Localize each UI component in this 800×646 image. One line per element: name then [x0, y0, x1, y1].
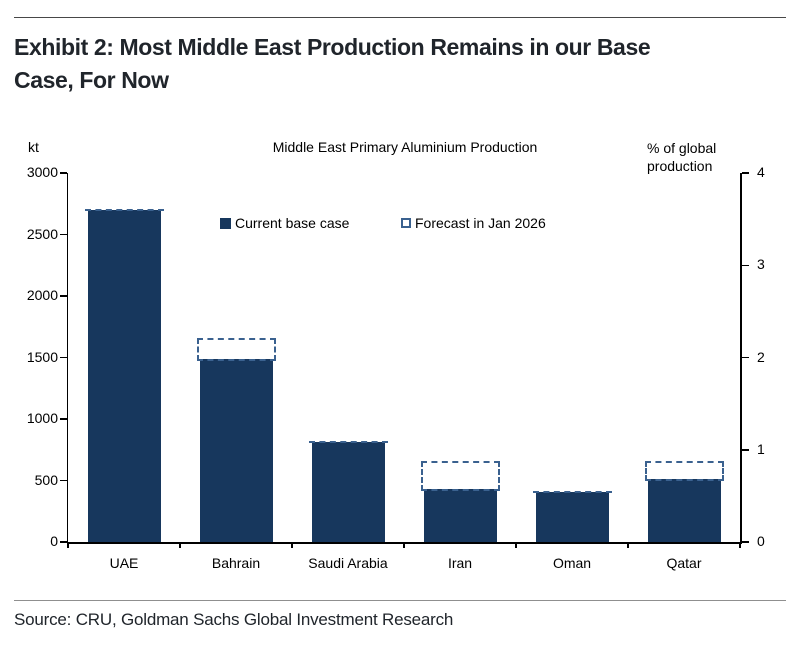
y-axis-left-tick — [60, 418, 67, 420]
y-axis-left-tick-label: 0 — [50, 533, 58, 549]
y-axis-right-tick — [741, 356, 749, 359]
x-axis-category-label: Oman — [552, 555, 592, 571]
forecast-box-bahrain — [196, 337, 276, 361]
source-attribution: Source: CRU, Goldman Sachs Global Invest… — [14, 610, 454, 629]
y-axis-left-tick-label: 2500 — [26, 225, 58, 242]
x-axis-tick — [515, 542, 517, 548]
x-axis-tick — [627, 542, 629, 548]
y-axis-left-tick-label: 3000 — [26, 164, 58, 180]
x-axis-tick — [403, 542, 405, 548]
y-axis-left-tick — [60, 541, 67, 543]
bar-qatar — [647, 478, 721, 542]
y-axis-right — [740, 173, 742, 542]
legend-item-forecast: Forecast in Jan 2026 — [401, 215, 546, 231]
top-divider — [14, 17, 786, 18]
y-axis-left-tick — [60, 479, 67, 482]
x-axis-category-label: Qatar — [666, 555, 702, 571]
left-axis-unit-label: kt — [28, 139, 39, 155]
y-axis-left-tick-label: 500 — [34, 471, 58, 488]
bar-oman — [535, 492, 609, 542]
legend-label: Forecast in Jan 2026 — [415, 215, 546, 231]
y-axis-left-tick — [60, 356, 67, 359]
x-axis-category-label: Saudi Arabia — [308, 555, 388, 571]
y-axis-right-tick — [741, 264, 749, 266]
bar-iran — [423, 489, 497, 542]
forecast-box-qatar — [644, 461, 724, 481]
right-axis-unit-label: % of global production — [647, 140, 717, 174]
x-axis-tick — [67, 542, 69, 548]
x-axis-category-label: Bahrain — [211, 555, 261, 571]
x-axis-category-label: UAE — [109, 555, 139, 571]
y-axis-left-tick — [60, 172, 67, 174]
y-axis-left-tick — [60, 295, 67, 297]
y-axis-right-tick — [741, 449, 749, 451]
y-axis-right-tick — [741, 541, 749, 543]
y-axis-left-tick-label: 2000 — [26, 287, 58, 303]
x-axis-tick — [179, 542, 181, 548]
y-axis-right-tick-label: 4 — [757, 164, 765, 180]
forecast-line-saudi-arabia — [308, 440, 388, 443]
y-axis-right-tick-label: 0 — [757, 533, 765, 549]
y-axis-right-tick — [741, 172, 749, 174]
y-axis-left-tick-label: 1500 — [26, 348, 58, 365]
legend-item-current-base-case: Current base case — [220, 215, 349, 231]
y-axis-right-tick-label: 1 — [757, 440, 765, 457]
y-axis-left — [66, 173, 68, 542]
y-axis-left-tick — [60, 233, 67, 236]
forecast-box-iran — [420, 461, 500, 492]
legend-dashed-swatch-icon — [401, 218, 411, 228]
chart-title: Middle East Primary Aluminium Production — [272, 139, 538, 155]
legend-label: Current base case — [235, 215, 350, 231]
x-axis-tick — [739, 542, 741, 548]
x-axis-tick — [291, 542, 293, 548]
exhibit-title: Exhibit 2: Most Middle East Production R… — [14, 34, 651, 93]
y-axis-right-tick-label: 3 — [757, 256, 765, 273]
bottom-divider — [14, 600, 786, 601]
bar-saudi-arabia — [311, 441, 385, 542]
y-axis-left-tick-label: 1000 — [26, 410, 58, 426]
bar-uae — [87, 209, 161, 542]
bar-bahrain — [199, 358, 273, 542]
legend-solid-swatch-icon — [220, 217, 231, 229]
forecast-line-oman — [532, 491, 612, 494]
forecast-line-uae — [84, 208, 164, 211]
x-axis-category-label: Iran — [447, 555, 473, 571]
y-axis-right-tick-label: 2 — [757, 348, 765, 365]
